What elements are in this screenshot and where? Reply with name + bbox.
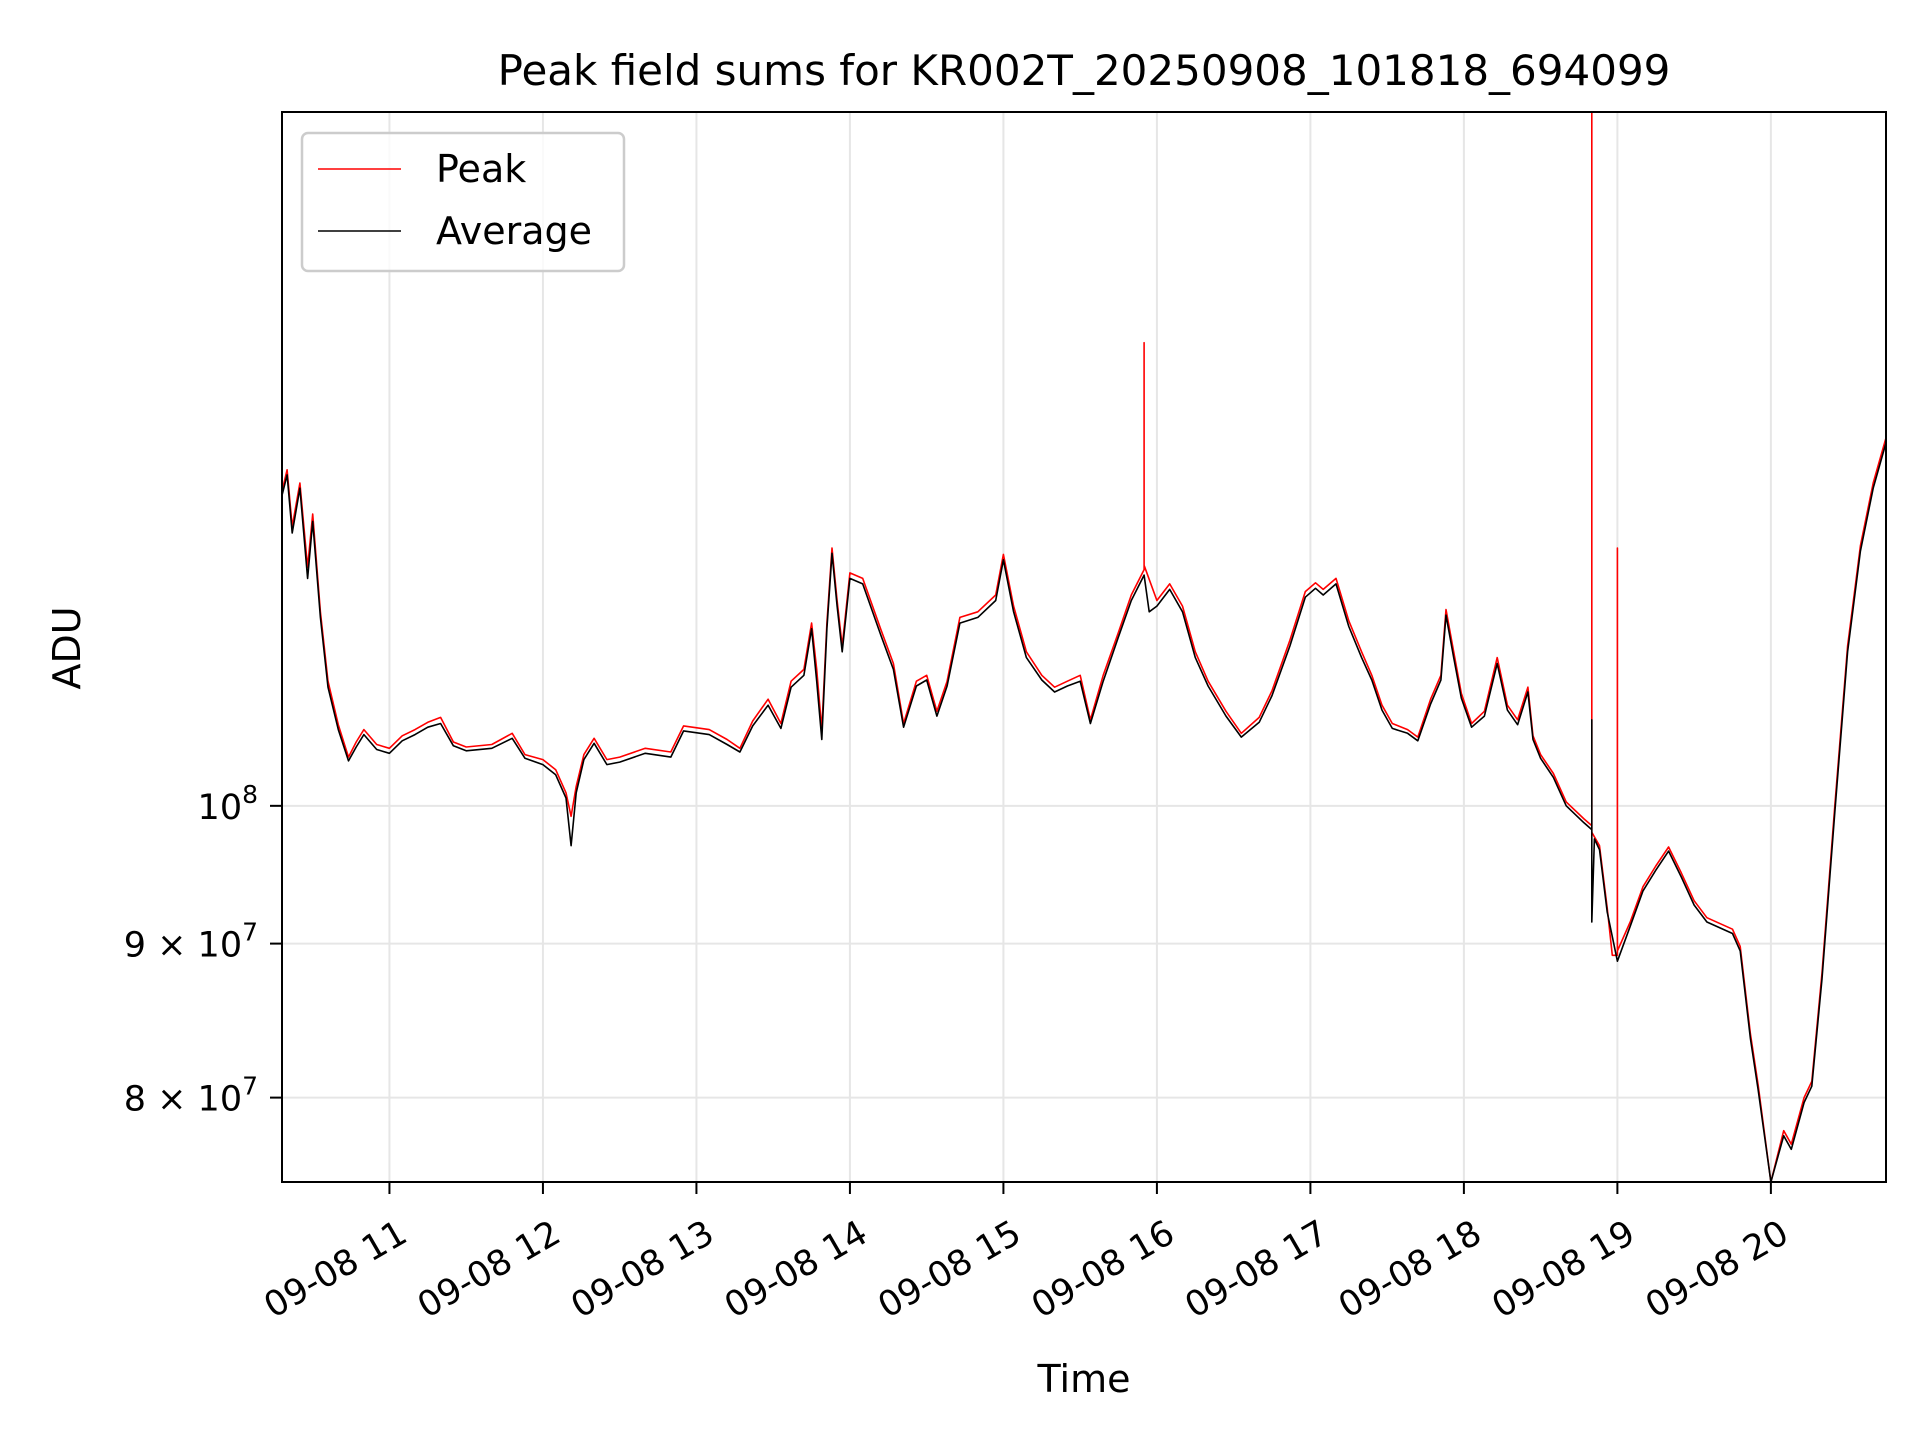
grid-lines (282, 112, 1886, 1182)
chart-title: Peak field sums for KR002T_20250908_1018… (498, 46, 1671, 95)
y-tick-label-base: 8 × 10 (124, 1080, 242, 1120)
legend-box (300, 131, 626, 273)
plot-frame (281, 111, 1887, 1183)
y-tick-label-exponent: 8 (242, 780, 258, 809)
y-tick-label-exponent: 7 (242, 918, 258, 947)
legend-label-peak: Peak (436, 147, 526, 191)
legend-label-average: Average (436, 209, 592, 253)
y-tick-label-base: 10 (198, 788, 243, 828)
legend: Peak Average (300, 131, 626, 273)
x-axis-label: Time (1037, 1357, 1131, 1401)
series-line-peak (282, 112, 1886, 1182)
y-axis-label: ADU (45, 606, 89, 689)
y-tick-label-exponent: 7 (242, 1072, 258, 1101)
y-tick-label: 108 (198, 780, 258, 828)
y-tick-label: 8 × 107 (124, 1072, 258, 1120)
y-tick-label-base: 9 × 10 (124, 926, 242, 966)
plot-area (282, 112, 1886, 1182)
y-tick-label: 9 × 107 (124, 918, 258, 966)
series-line-average (282, 442, 1886, 1182)
